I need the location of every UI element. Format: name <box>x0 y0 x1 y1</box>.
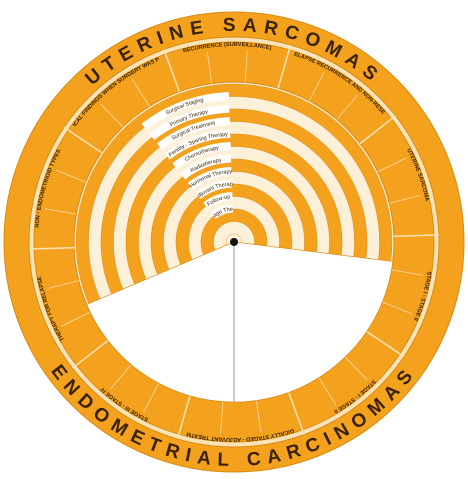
section-divider <box>366 330 405 358</box>
cell-divider <box>220 401 224 434</box>
section-divider <box>359 115 397 145</box>
label-box <box>141 92 230 131</box>
cell-divider <box>318 377 337 406</box>
section-divider <box>163 49 180 92</box>
label-box <box>203 192 233 209</box>
section-divider <box>176 395 191 440</box>
cutout <box>86 241 394 403</box>
label-box <box>164 129 231 160</box>
label-box <box>157 117 230 150</box>
cell-divider <box>308 72 325 101</box>
section-divider <box>277 44 292 89</box>
cell-divider <box>391 269 424 276</box>
cell-divider <box>377 157 407 173</box>
label-box <box>180 154 232 180</box>
cell-divider <box>244 50 248 83</box>
cell-divider <box>389 195 421 204</box>
cell-divider <box>61 311 91 327</box>
cell-divider <box>55 169 86 183</box>
section-divider <box>288 392 305 435</box>
label-box <box>187 167 232 190</box>
cell-divider <box>110 364 132 390</box>
cell-divider <box>382 301 413 315</box>
cell-divider <box>206 51 213 84</box>
cell-divider <box>44 208 77 215</box>
cell-divider <box>100 103 124 128</box>
section-divider <box>29 246 75 250</box>
label-box <box>210 204 233 219</box>
cell-divider <box>344 356 368 381</box>
section-divider <box>393 234 439 238</box>
cell-divider <box>47 280 79 289</box>
hub <box>230 238 238 246</box>
label-box <box>149 104 230 140</box>
cell-divider <box>255 400 262 433</box>
label-box <box>172 142 231 170</box>
stripe <box>213 221 255 251</box>
cell-divider <box>143 383 160 412</box>
section-divider <box>63 126 102 154</box>
label-box <box>195 179 233 200</box>
cell-divider <box>336 94 358 120</box>
cell-divider <box>131 78 150 107</box>
section-divider <box>71 339 109 369</box>
